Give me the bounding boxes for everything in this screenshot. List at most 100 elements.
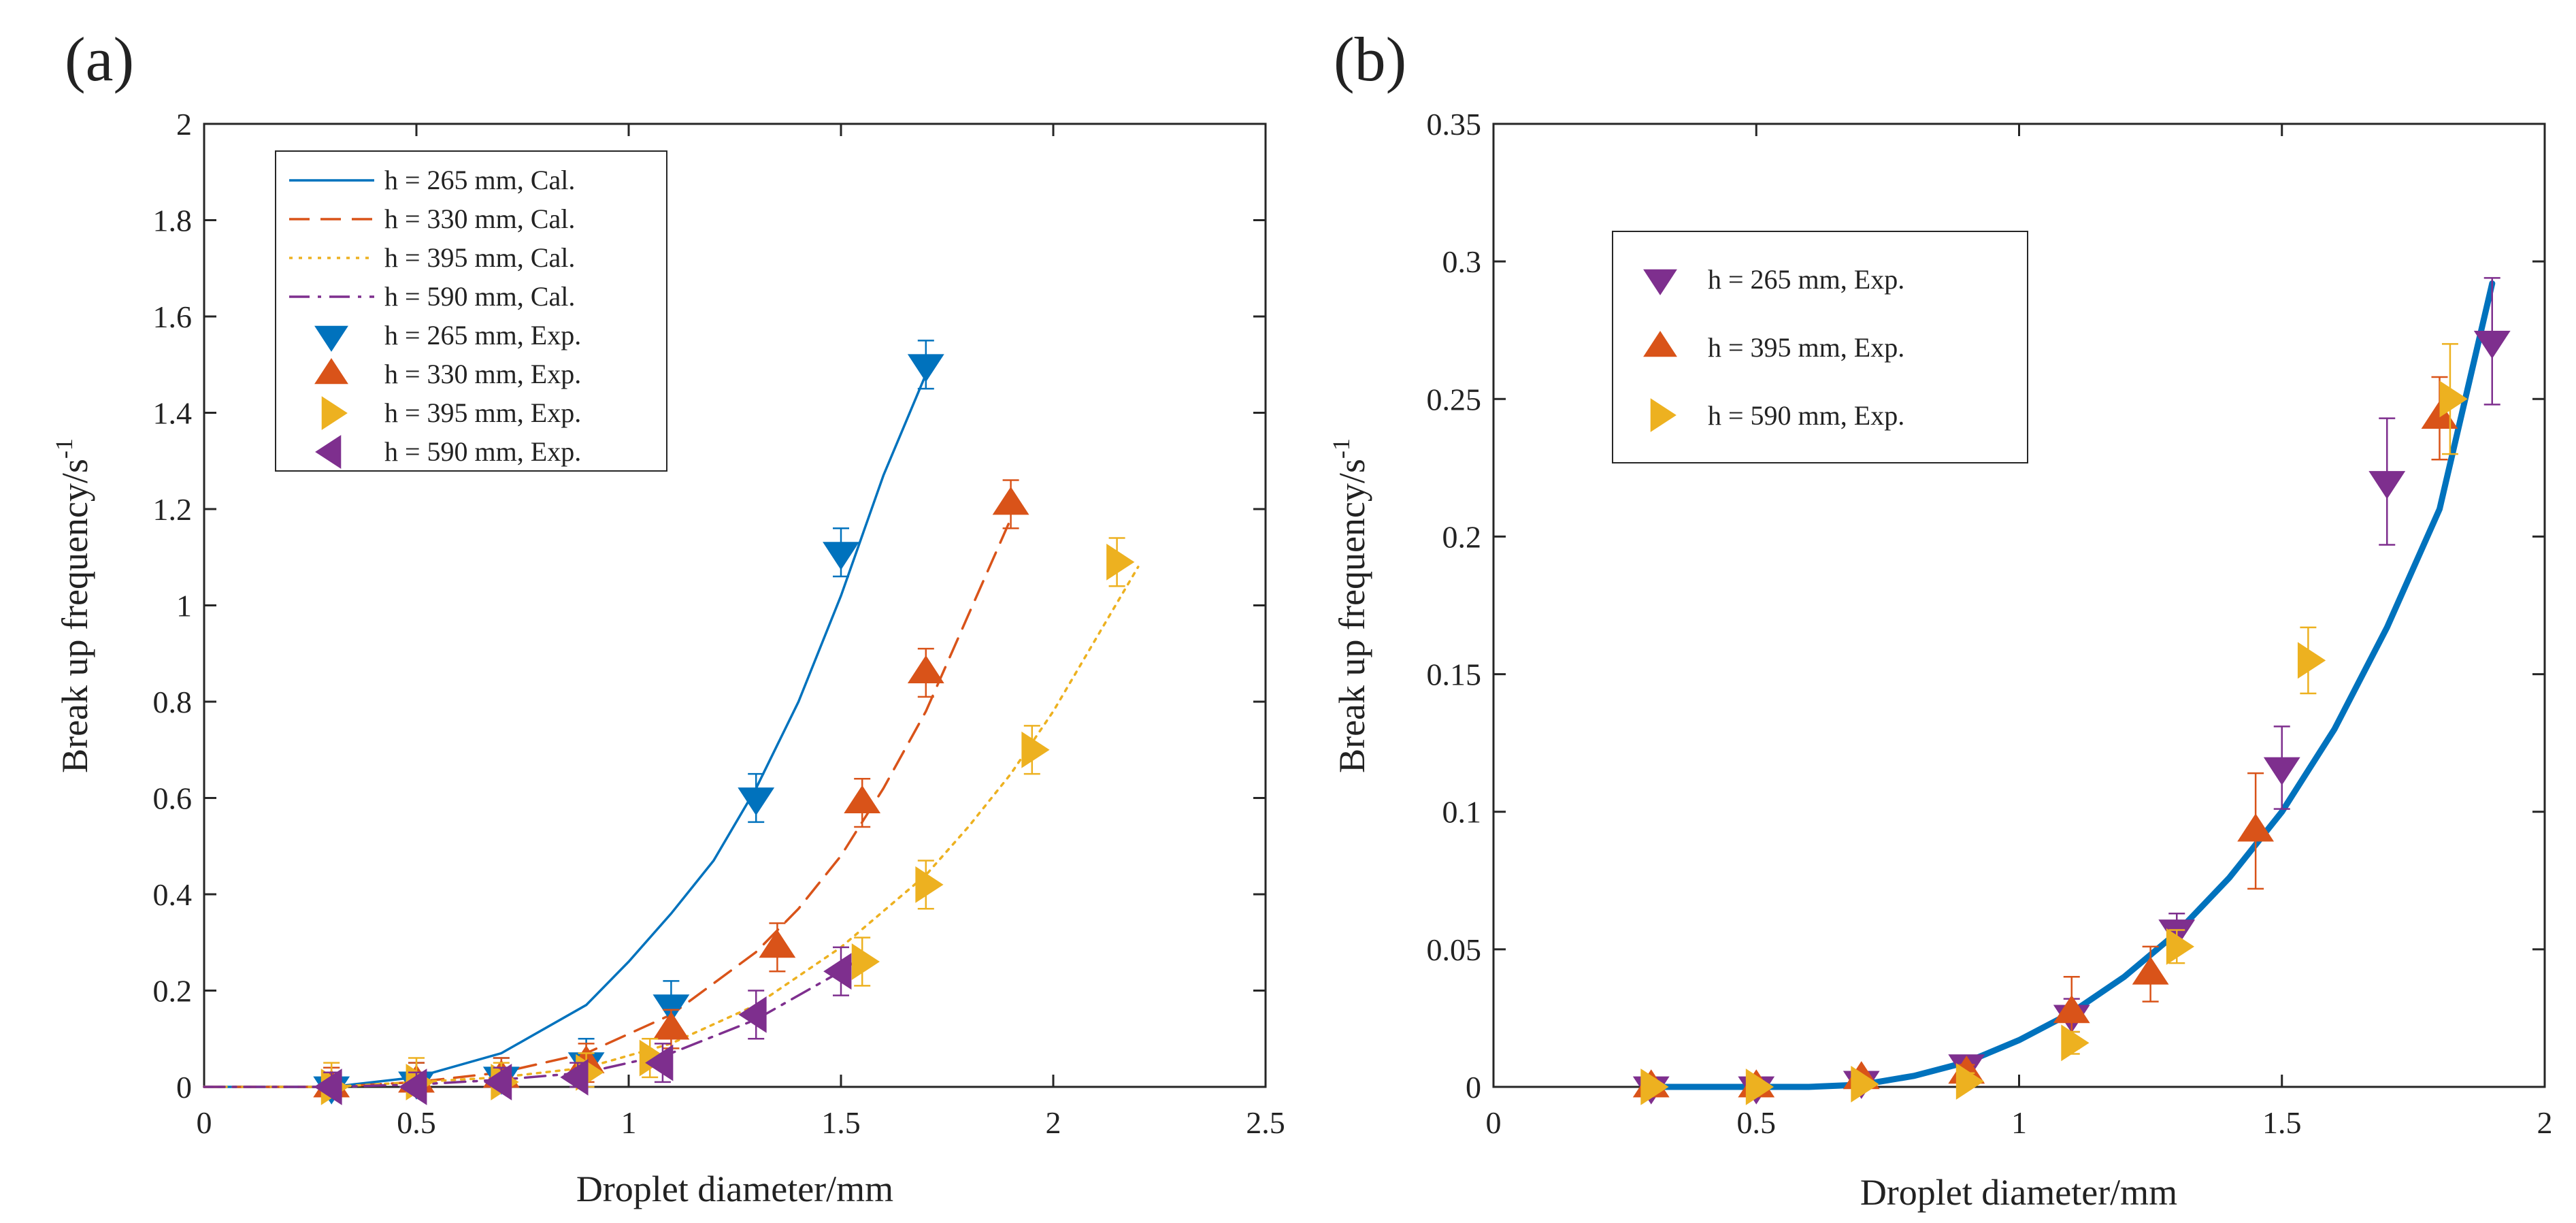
data-point <box>399 1069 427 1105</box>
legend-marker-swatch <box>315 435 342 469</box>
fit-line-b <box>1648 280 2496 1090</box>
y-tick-label: 0.3 <box>1442 244 1482 279</box>
data-point <box>823 953 852 990</box>
data-point <box>992 487 1029 515</box>
legend-marker-swatch <box>1643 331 1677 357</box>
exp-markers-b <box>1632 277 2511 1105</box>
data-point <box>1640 1069 1669 1105</box>
x-axis-label-a: Droplet diameter/mm <box>576 1169 893 1209</box>
data-point <box>2061 1024 2090 1062</box>
data-point <box>2421 400 2458 429</box>
data-point <box>915 866 944 903</box>
y-axis-label-a-sup: -1 <box>50 438 78 459</box>
data-point <box>2166 928 2195 965</box>
legend-marker-swatch <box>314 325 348 352</box>
data-point <box>738 996 767 1033</box>
data-point <box>2368 471 2406 500</box>
data-point <box>823 542 859 570</box>
axis-ticks-b: 0 0.5 1 1.5 2 0 0.05 0.1 0.15 0.2 0.25 0.3 0.35 <box>1427 107 2553 1140</box>
y-tick-label: 0.8 <box>153 685 193 719</box>
data-point <box>738 787 775 816</box>
legend-entry: h = 590 mm, Exp. <box>1708 400 1904 431</box>
legend-box-a <box>275 150 667 472</box>
y-axis-label-b-sup: -1 <box>1327 438 1355 459</box>
legend-marker-swatch <box>321 396 348 430</box>
calc-line <box>203 373 927 1088</box>
legend-entry: h = 395 mm, Exp. <box>1708 332 1904 363</box>
legend-marker-swatch <box>314 358 348 385</box>
data-point <box>484 1064 512 1100</box>
data-point <box>1106 543 1135 581</box>
legend-a: h = 265 mm, Cal. h = 330 mm, Cal. h = 395 … <box>275 150 667 472</box>
axis-ticks-a: 0 0.5 1 1.5 2 2.5 0 0.2 0.4 0.6 0.8 1 1.2 1.4 1.6 1.8 2 <box>153 107 1285 1140</box>
x-tick-label: 0 <box>1486 1105 1502 1140</box>
data-point <box>2439 380 2468 418</box>
legend-entry: h = 265 mm, Exp. <box>1708 264 1904 295</box>
data-point <box>2237 813 2275 842</box>
data-point <box>759 930 796 958</box>
y-tick-label: 0.05 <box>1427 932 1482 967</box>
data-point <box>844 785 881 813</box>
data-point <box>645 1044 674 1081</box>
x-tick-label: 1.5 <box>2262 1105 2302 1140</box>
legend-box-b <box>1612 231 2028 463</box>
calc-line <box>203 566 1140 1088</box>
panel-label-a: (a) <box>65 25 134 94</box>
data-point <box>907 655 944 683</box>
x-tick-label: 1 <box>621 1105 637 1140</box>
data-point <box>653 994 690 1023</box>
data-point <box>2473 330 2511 359</box>
exp-markers-a <box>313 340 1135 1105</box>
x-tick-label: 1 <box>2011 1105 2027 1140</box>
legend-entry: h = 265 mm, Exp. <box>384 320 581 350</box>
y-tick-label: 0 <box>1466 1070 1481 1105</box>
legend-marker-swatch <box>1643 269 1677 295</box>
y-axis-label-a: Break up frequency/s-1 <box>50 438 95 773</box>
data-point <box>851 943 880 980</box>
data-point <box>2263 757 2300 785</box>
y-tick-label: 0 <box>176 1070 192 1105</box>
y-tick-label: 1.8 <box>153 203 193 238</box>
y-tick-label: 2 <box>176 107 192 142</box>
calc-line <box>203 517 1012 1088</box>
y-tick-label: 0.4 <box>153 877 193 912</box>
x-axis-label-b: Droplet diameter/mm <box>1860 1172 2177 1213</box>
data-point <box>1955 1062 1985 1100</box>
data-point <box>1021 731 1050 768</box>
y-axis-label-b-main: Break up frequency/s <box>1332 459 1372 773</box>
x-tick-label: 1.5 <box>821 1105 861 1140</box>
y-tick-label: 0.2 <box>1442 519 1482 554</box>
y-tick-label: 0.25 <box>1427 382 1482 417</box>
data-point <box>560 1058 589 1096</box>
x-tick-label: 2 <box>1046 1105 1061 1140</box>
y-tick-label: 0.35 <box>1427 107 1482 142</box>
panel-label-b: (b) <box>1334 25 1406 94</box>
y-tick-label: 0.15 <box>1427 657 1482 692</box>
legend-entry: h = 395 mm, Cal. <box>384 242 575 273</box>
data-point <box>1851 1066 1879 1103</box>
y-axis-label-a-main: Break up frequency/s <box>54 459 95 773</box>
legend-marker-swatch <box>1650 398 1677 432</box>
legend-entry: h = 395 mm, Exp. <box>384 397 581 428</box>
y-tick-label: 1 <box>176 589 192 623</box>
legend-b: h = 265 mm, Exp. h = 395 mm, Exp. h = 590 … <box>1612 231 2028 463</box>
chart-panel-b: (b) 0 0.5 1 1.5 200.050.10.150.20.250.30.35 … <box>1327 25 2553 1213</box>
data-point <box>907 354 944 382</box>
legend-entry: h = 590 mm, Cal. <box>384 281 575 312</box>
legend-entry: h = 330 mm, Exp. <box>384 359 581 389</box>
x-tick-label: 0.5 <box>1737 1105 1777 1140</box>
y-tick-label: 1.2 <box>153 492 193 527</box>
calc-lines-a <box>203 373 1140 1088</box>
data-point <box>2297 642 2326 679</box>
data-point <box>653 1011 690 1040</box>
fit-curve <box>1648 280 2496 1090</box>
y-axis-label-b: Break up frequency/s-1 <box>1327 438 1372 773</box>
data-point <box>314 1069 342 1105</box>
x-tick-label: 2 <box>2537 1105 2553 1140</box>
data-point <box>1745 1069 1774 1105</box>
y-tick-label: 1.6 <box>153 299 193 334</box>
data-point <box>2053 995 2090 1024</box>
y-tick-label: 0.2 <box>153 974 193 1009</box>
y-tick-label: 0.1 <box>1442 795 1482 830</box>
